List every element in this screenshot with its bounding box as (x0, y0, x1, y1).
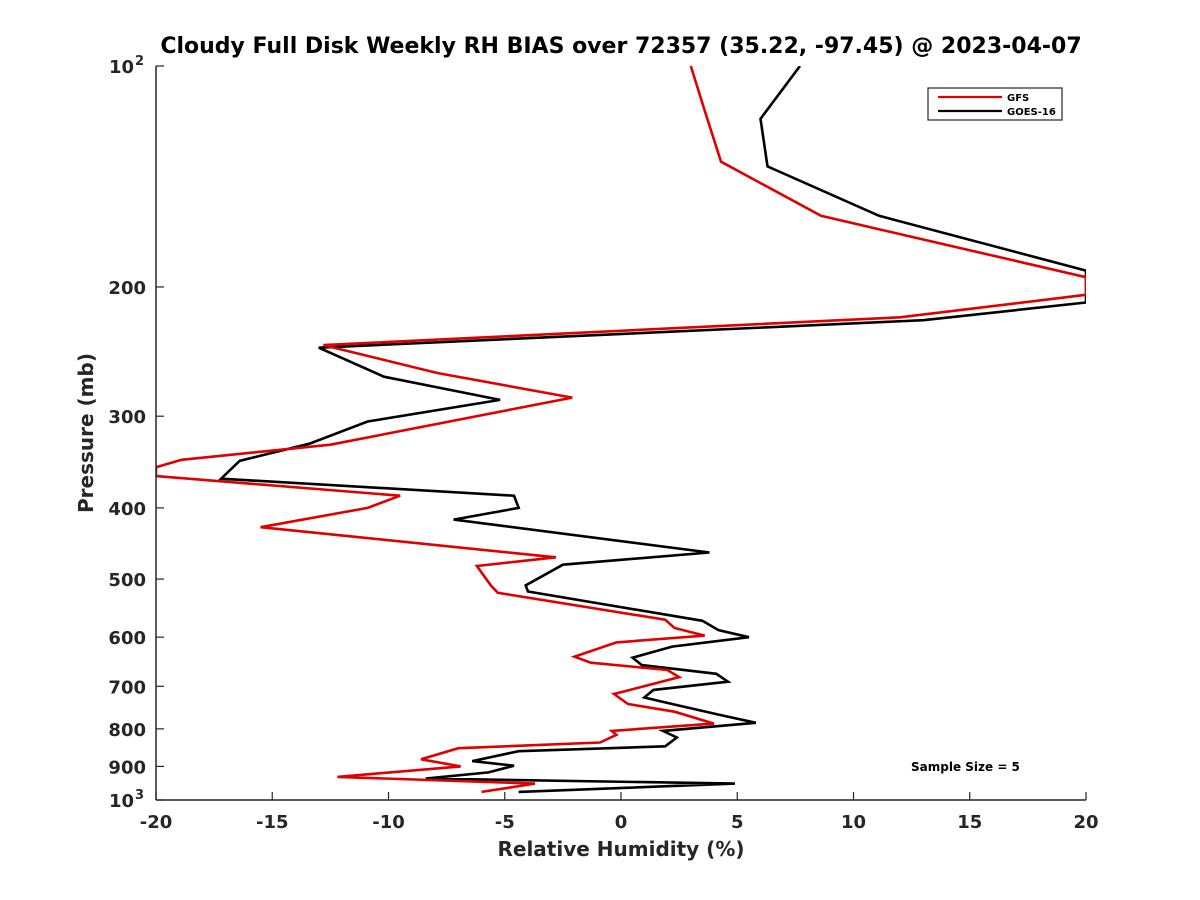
legend-box (927, 87, 1063, 121)
y-tick-exponent: 2 (135, 54, 144, 69)
series-line-goes16 (218, 66, 1086, 794)
legend-label-gfs: GFS (1007, 93, 1029, 104)
x-ticks: -20 -15 -10 -5 0 5 10 15 20 (140, 792, 1099, 833)
x-tick-label: -20 (140, 812, 173, 833)
y-tick-label: 500 (108, 570, 146, 591)
legend-label-goes16: GOES-16 (1007, 107, 1056, 118)
y-axis-label: Pressure (mb) (74, 353, 98, 513)
series-line-gfs (156, 66, 1086, 794)
series-layer (156, 66, 1086, 794)
axes (155, 66, 1086, 801)
x-tick-label: 5 (731, 812, 744, 833)
y-tick-label: 600 (108, 628, 146, 649)
y-tick-label: 700 (108, 677, 146, 698)
x-tick-label: 15 (957, 812, 982, 833)
x-tick-label: 10 (841, 812, 866, 833)
y-tick-label: 10 (109, 57, 134, 78)
x-tick-label: -15 (256, 812, 289, 833)
x-tick-label: -5 (495, 812, 515, 833)
y-tick-label: 900 (108, 757, 146, 778)
y-tick-label: 400 (108, 499, 146, 520)
x-tick-label: 20 (1073, 812, 1098, 833)
y-tick-label: 800 (108, 720, 146, 741)
sample-size-annotation: Sample Size = 5 (911, 760, 1020, 774)
y-tick-exponent: 3 (135, 788, 144, 803)
y-tick-label: 300 (108, 407, 146, 428)
x-tick-label: -10 (372, 812, 405, 833)
x-axis-label: Relative Humidity (%) (497, 837, 744, 861)
chart-title: Cloudy Full Disk Weekly RH BIAS over 723… (160, 34, 1081, 59)
y-tick-label: 200 (108, 278, 146, 299)
legend: GFS GOES-16 (927, 87, 1063, 121)
x-tick-label: 0 (615, 812, 628, 833)
y-tick-label: 10 (109, 791, 134, 812)
